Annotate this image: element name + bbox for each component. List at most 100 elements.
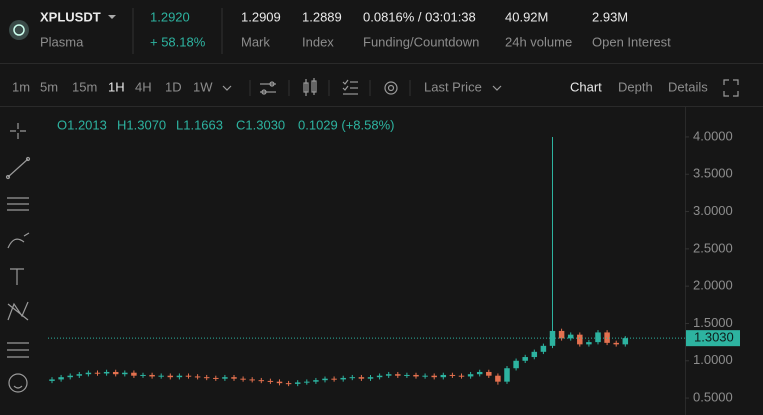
candle-body <box>567 334 574 339</box>
stat-value: 1.2909 <box>241 9 281 24</box>
y-tick-label: 2.5000 <box>693 240 733 255</box>
candle-body <box>103 371 110 374</box>
drawing-tools[interactable] <box>5 123 31 393</box>
candle-body <box>613 342 619 345</box>
stat-label: Mark <box>241 34 270 49</box>
candle-body <box>586 342 592 345</box>
candle-body <box>240 378 246 380</box>
candle-body <box>367 377 374 379</box>
candle-body <box>449 374 456 376</box>
candle-body <box>203 377 210 379</box>
symbol[interactable]: XPLUSDT <box>40 9 101 24</box>
candle-body <box>158 375 164 377</box>
view-tab[interactable]: Details <box>668 79 708 94</box>
candle-body <box>440 374 447 378</box>
candle-body <box>595 332 601 343</box>
interval-button[interactable]: 15m <box>72 79 97 94</box>
candle-body <box>358 377 365 379</box>
candle-body <box>122 372 128 375</box>
interval-button[interactable]: 4H <box>135 79 152 94</box>
candle-body <box>513 360 519 369</box>
candle-body <box>176 375 183 378</box>
candle-body <box>458 375 465 377</box>
candle-body <box>213 377 219 379</box>
candle-body <box>622 338 629 345</box>
candle-body <box>249 379 255 381</box>
price-change: + 58.18% <box>150 34 206 49</box>
candle-body <box>167 375 174 378</box>
y-tick-label: 1.0000 <box>693 352 733 367</box>
candle-body <box>294 382 301 384</box>
candle-body <box>231 377 237 379</box>
candle-body <box>258 380 265 382</box>
last-price-label: 1.3030 <box>694 330 734 345</box>
stat-label: 24h volume <box>505 34 572 49</box>
interval-button[interactable]: 1H <box>108 79 125 94</box>
y-tick-label: 0.5000 <box>693 390 733 405</box>
candle-body <box>185 375 192 377</box>
ohlc-legend: 0.1029 (+8.58%) <box>298 117 394 132</box>
candle-body <box>58 377 64 380</box>
interval-button[interactable]: 1D <box>165 79 182 94</box>
candle-body <box>112 371 119 375</box>
interval-button[interactable]: 5m <box>40 79 58 94</box>
y-tick-label: 1.5000 <box>693 315 733 330</box>
stat-label: Funding/Countdown <box>363 34 479 49</box>
ohlc-legend: O1.2013 <box>57 117 107 132</box>
stat-value: 1.2889 <box>302 9 342 24</box>
coin-icon <box>9 20 29 40</box>
price-type-select[interactable]: Last Price <box>424 79 482 94</box>
candle-body <box>404 374 410 376</box>
stat-label: Open Interest <box>592 34 671 49</box>
stat-label: Index <box>302 34 334 49</box>
dropdown-caret[interactable] <box>222 85 232 91</box>
candle-body <box>531 351 538 358</box>
y-tick-label: 4.0000 <box>693 128 733 143</box>
candle-body <box>422 375 428 377</box>
dropdown-caret[interactable] <box>492 85 502 91</box>
candle-body <box>376 375 383 378</box>
last-price-tag <box>686 330 740 347</box>
candle-body <box>76 374 83 376</box>
candle-body <box>476 371 483 375</box>
candle-body <box>385 374 392 376</box>
ohlc-legend: H1.3070 <box>117 117 166 132</box>
candle-body <box>395 374 401 376</box>
y-tick-label: 3.5000 <box>693 166 733 181</box>
interval-button[interactable]: 1W <box>193 79 213 94</box>
symbol-caret[interactable] <box>108 15 116 19</box>
y-tick-label: 3.0000 <box>693 203 733 218</box>
candle-body <box>94 372 101 374</box>
interval-button[interactable]: 1m <box>12 79 30 94</box>
candle-body <box>340 377 346 380</box>
view-tab[interactable]: Depth <box>618 79 653 94</box>
fullscreen-icon[interactable] <box>723 79 739 97</box>
template-icon[interactable] <box>342 79 358 95</box>
candle-body <box>604 332 610 343</box>
candle-body <box>304 381 310 383</box>
settings-icon[interactable] <box>384 81 398 95</box>
stat-value: 40.92M <box>505 9 548 24</box>
candle-body <box>140 374 146 376</box>
candle-body <box>194 376 201 378</box>
indicator-icon[interactable] <box>260 81 276 95</box>
view-tab[interactable]: Chart <box>570 79 602 94</box>
y-tick-label: 2.0000 <box>693 278 733 293</box>
candle-body <box>504 368 510 382</box>
last-price: 1.2920 <box>150 9 190 24</box>
candle-body <box>558 330 565 339</box>
candle-body <box>285 383 292 385</box>
candle-body <box>413 374 419 377</box>
candle-body <box>313 380 319 382</box>
chart-type-icon[interactable] <box>303 78 317 96</box>
symbol-name: Plasma <box>40 34 84 49</box>
candle-body <box>49 379 55 381</box>
candle-body <box>276 381 283 384</box>
candle-body <box>577 334 583 345</box>
candle-body <box>540 345 547 352</box>
candle-body <box>149 374 155 377</box>
ohlc-legend: L1.1663 <box>176 117 223 132</box>
candle-body <box>322 378 328 381</box>
coin-icon <box>13 24 25 36</box>
